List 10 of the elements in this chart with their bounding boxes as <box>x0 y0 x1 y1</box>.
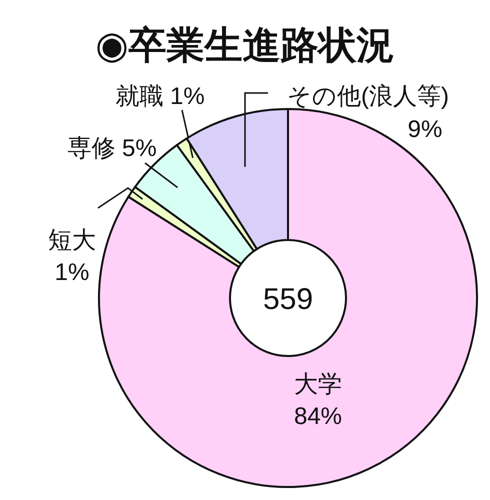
slice-label: 短大 <box>48 227 96 254</box>
slice-label: 大学 <box>294 371 342 398</box>
center-label: 559 <box>262 283 314 316</box>
slice-label: 専修 5% <box>67 135 157 162</box>
slice-label: 1% <box>54 259 90 286</box>
slice-label: その他(浪人等) <box>287 83 449 110</box>
title: ◉卒業生進路状況 <box>95 25 395 67</box>
slice-label: 就職 1% <box>115 83 205 110</box>
slice-label: 9% <box>408 116 442 143</box>
slice-label: 84% <box>294 403 342 430</box>
